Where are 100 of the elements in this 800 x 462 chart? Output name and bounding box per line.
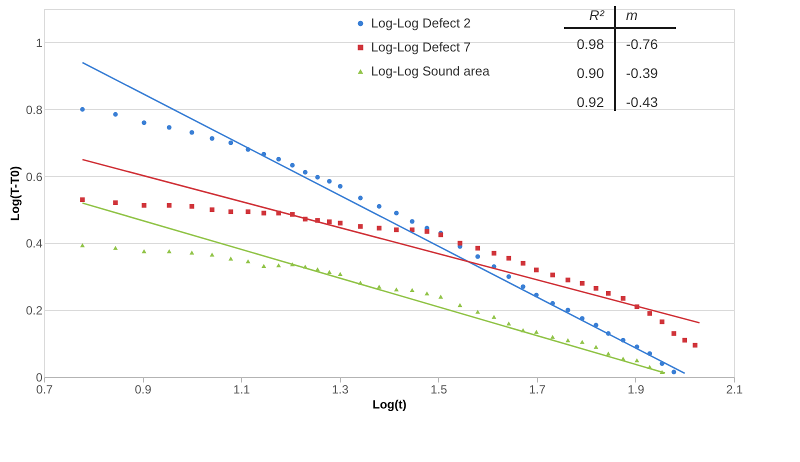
point: [338, 272, 343, 276]
point: [327, 219, 332, 224]
x-tick-label: 1.3: [332, 382, 349, 396]
point: [492, 314, 496, 319]
point: [475, 254, 480, 259]
y-tick-label: 0.8: [26, 102, 43, 117]
x-tick-label: 1.9: [628, 382, 645, 396]
point: [682, 338, 688, 343]
point: [166, 125, 172, 130]
point: [550, 334, 555, 339]
point: [566, 308, 570, 312]
point: [246, 259, 250, 264]
point: [534, 268, 539, 272]
x-tick-label: 1.5: [430, 382, 448, 396]
y-tick-label: 0: [36, 370, 43, 384]
point: [594, 344, 598, 349]
annotation: 0.90: [576, 65, 604, 81]
point: [692, 342, 698, 348]
annotation: -0.43: [626, 94, 658, 110]
point: [80, 197, 85, 202]
y-tick-label: 0.4: [26, 236, 43, 251]
annotation: m: [626, 7, 638, 23]
point: [620, 296, 626, 301]
point: [580, 280, 585, 286]
point: [410, 288, 415, 292]
point: [566, 278, 570, 282]
point: [358, 196, 363, 200]
point: [506, 256, 512, 261]
point: [458, 240, 462, 246]
point: [190, 130, 194, 135]
point: [80, 107, 85, 112]
annotation: R²: [589, 7, 606, 23]
point: [458, 303, 462, 308]
point: [327, 178, 332, 184]
point: [475, 310, 480, 314]
annotation: 0.92: [576, 94, 604, 110]
point: [142, 203, 146, 208]
point: [672, 331, 676, 336]
x-tick-label: 0.7: [36, 382, 54, 396]
point: [210, 136, 214, 141]
point: [606, 291, 611, 296]
point: [113, 200, 118, 206]
point: [520, 260, 526, 266]
point: [190, 250, 194, 255]
annotation: 0.98: [576, 36, 604, 52]
y-tick-label: 0.6: [26, 170, 43, 184]
x-tick-label: 2.1: [726, 382, 744, 396]
point: [660, 319, 664, 324]
x-axis-title: Log(t): [372, 398, 406, 412]
annotation: -0.76: [626, 36, 658, 52]
legend-label: Log-Log Defect 7: [371, 40, 471, 54]
point: [276, 263, 281, 268]
point: [290, 162, 295, 168]
point: [358, 224, 363, 229]
y-axis-title: Log(T-T0): [8, 166, 22, 221]
y-tick-label: 1: [36, 36, 43, 50]
point: [210, 252, 214, 257]
point: [166, 203, 172, 208]
point: [338, 184, 343, 189]
point: [672, 370, 676, 374]
point: [594, 286, 598, 291]
x-tick-label: 1.7: [529, 382, 546, 396]
point: [261, 210, 266, 216]
point: [276, 156, 281, 162]
legend-label: Log-Log Defect 2: [371, 16, 471, 30]
point: [506, 321, 512, 326]
point: [580, 340, 585, 344]
x-tick-label: 0.9: [134, 382, 152, 396]
point: [302, 170, 308, 175]
point: [246, 209, 250, 214]
x-tick-label: 1.1: [233, 382, 250, 396]
point: [647, 311, 652, 316]
annotation: -0.39: [626, 65, 658, 81]
point: [550, 272, 555, 278]
point: [327, 270, 332, 274]
point: [113, 112, 118, 117]
legend-label: Log-Log Sound area: [371, 64, 490, 78]
point: [315, 174, 320, 180]
point: [634, 358, 640, 362]
point: [394, 210, 399, 216]
point: [606, 352, 611, 356]
y-tick-label: 0.2: [26, 304, 43, 318]
point: [492, 250, 496, 256]
point: [394, 287, 399, 292]
point: [210, 207, 214, 212]
point: [338, 220, 343, 226]
point: [228, 140, 234, 146]
point: [190, 204, 194, 209]
point: [228, 256, 234, 261]
point: [376, 226, 382, 230]
point: [424, 291, 430, 296]
point: [410, 219, 415, 224]
point: [475, 246, 480, 251]
point: [534, 330, 539, 334]
point: [424, 229, 430, 234]
point: [506, 274, 512, 279]
point: [520, 284, 526, 290]
point: [261, 264, 266, 268]
point: [142, 120, 146, 126]
point: [394, 227, 399, 232]
